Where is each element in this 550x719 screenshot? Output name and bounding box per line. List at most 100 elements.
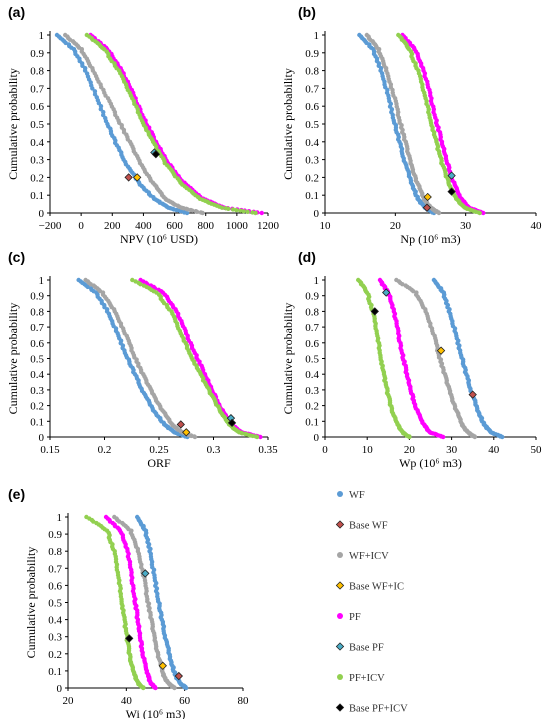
x-tick-label: 0.25: [149, 444, 169, 456]
legend-swatch: [337, 491, 343, 497]
data-point: [254, 434, 260, 440]
y-tick-label: 0.6: [48, 580, 62, 592]
data-point: [172, 685, 177, 691]
data-point: [138, 281, 143, 287]
data-point: [184, 210, 190, 216]
y-tick-label: 0.6: [30, 338, 44, 350]
data-point: [130, 277, 135, 283]
series-PF+ICV: [84, 514, 146, 691]
series-PF+ICV: [130, 277, 260, 440]
panel-0: (a)00.10.20.30.40.50.60.70.80.91−200 0 200…: [6, 4, 280, 246]
x-axis-title: Np (10⁶ m3): [400, 232, 460, 246]
y-tick-label: 0.8: [48, 546, 62, 558]
data-point: [407, 434, 412, 440]
x-tick-label: −200: [39, 220, 62, 232]
data-point: [190, 208, 195, 213]
base-marker: [447, 171, 456, 180]
data-point: [90, 86, 95, 91]
y-tick-label: 0.9: [30, 291, 44, 303]
data-point: [219, 205, 225, 210]
x-tick-label: 200: [104, 220, 121, 232]
y-tick-label: 1: [39, 275, 45, 287]
x-tick-label: 10: [320, 220, 332, 232]
x-tick-label: 1200: [257, 220, 280, 232]
x-tick-label: 10: [362, 444, 374, 456]
x-tick-label: 1000: [226, 220, 249, 232]
data-point: [85, 284, 91, 290]
legend-swatch: [335, 703, 345, 712]
y-tick-label: 0.1: [30, 416, 44, 428]
series-WF: [76, 277, 190, 440]
legend-label: Base WF: [349, 521, 388, 532]
x-tick-label: 0.15: [40, 444, 60, 456]
y-tick-label: 0.9: [30, 48, 44, 60]
y-tick-label: 0.2: [30, 401, 44, 413]
data-point: [477, 210, 482, 216]
series-PF: [377, 277, 446, 440]
data-point: [230, 207, 236, 212]
legend-label: Base PF+ICV: [349, 704, 408, 715]
legend-item: Base WF: [335, 520, 388, 532]
data-point: [440, 434, 446, 440]
series-WF+ICV: [62, 32, 205, 216]
data-point: [194, 209, 200, 215]
legend-swatch: [337, 613, 343, 619]
base-marker: [158, 661, 167, 670]
y-tick-label: 0: [314, 432, 320, 444]
data-point: [192, 434, 198, 440]
panel-label: (c): [8, 249, 25, 265]
y-tick-label: 0.8: [30, 306, 44, 318]
y-tick-label: 0.4: [305, 137, 319, 149]
y-tick-label: 0.7: [48, 563, 62, 575]
y-tick-label: 0.6: [30, 101, 44, 113]
y-tick-label: 0.8: [305, 66, 319, 78]
x-tick-label: 40: [531, 220, 543, 232]
series-PF+ICV: [356, 277, 412, 440]
y-tick-label: 0.4: [305, 369, 319, 381]
y-tick-label: 0.9: [305, 291, 319, 303]
y-tick-label: 1: [314, 275, 320, 287]
x-tick-label: 40: [121, 695, 133, 707]
panel-3: (d)00.10.20.30.40.50.60.70.80.910 10 20 30 4…: [281, 249, 542, 470]
series-WF+ICV: [394, 277, 478, 440]
y-tick-label: 0.2: [48, 649, 62, 661]
legend-label: Base WF+IC: [349, 582, 404, 593]
x-tick-label: 40: [488, 444, 500, 456]
data-point: [472, 434, 478, 440]
x-tick-label: 0.35: [258, 444, 278, 456]
y-tick-label: 0.2: [30, 172, 44, 184]
y-tick-label: 1: [314, 30, 320, 42]
y-tick-label: 0.7: [305, 83, 319, 95]
y-axis-title: Cumulative probability: [6, 303, 20, 415]
y-tick-label: 0.5: [305, 119, 319, 131]
data-point: [258, 434, 263, 440]
data-point: [259, 210, 264, 216]
y-tick-label: 0.7: [30, 83, 44, 95]
base-marker: [423, 192, 432, 202]
legend-swatch: [337, 674, 343, 680]
y-tick-label: 0.9: [48, 529, 62, 541]
y-axis-title: Cumulative probability: [281, 68, 295, 180]
series-PF: [103, 514, 158, 691]
x-axis-title: ORF: [147, 456, 171, 470]
y-tick-label: 0.5: [30, 119, 44, 131]
data-point: [238, 208, 243, 213]
panel-label: (b): [298, 4, 316, 20]
base-marker: [133, 173, 142, 182]
legend-item: Base PF: [335, 642, 384, 654]
legend-swatch: [337, 552, 343, 558]
y-tick-label: 0.3: [305, 385, 319, 397]
y-tick-label: 0.2: [305, 401, 319, 413]
y-tick-label: 1: [39, 30, 45, 42]
y-tick-label: 0.3: [305, 155, 319, 167]
series-WF+ICV: [364, 32, 442, 216]
y-tick-label: 0.3: [48, 632, 62, 644]
data-point: [245, 209, 250, 215]
x-tick-label: 0: [78, 220, 84, 232]
y-tick-label: 0.4: [30, 369, 44, 381]
x-axis-title: Wi (10⁶ m3): [126, 707, 186, 719]
y-tick-label: 0.1: [48, 666, 62, 678]
legend-item: PF+ICV: [337, 673, 385, 684]
data-point: [183, 685, 189, 691]
